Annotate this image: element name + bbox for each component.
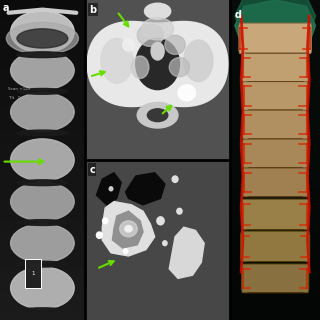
FancyBboxPatch shape xyxy=(243,110,308,139)
Ellipse shape xyxy=(148,109,168,122)
FancyBboxPatch shape xyxy=(242,53,309,82)
FancyBboxPatch shape xyxy=(241,231,310,262)
FancyBboxPatch shape xyxy=(242,199,309,230)
Polygon shape xyxy=(169,227,204,278)
Ellipse shape xyxy=(163,241,167,246)
Ellipse shape xyxy=(137,24,164,46)
Ellipse shape xyxy=(136,38,180,90)
FancyBboxPatch shape xyxy=(243,168,308,197)
Ellipse shape xyxy=(101,38,133,83)
Polygon shape xyxy=(125,173,165,205)
Ellipse shape xyxy=(172,176,178,182)
Ellipse shape xyxy=(177,208,182,214)
Ellipse shape xyxy=(125,226,132,232)
Ellipse shape xyxy=(137,102,178,128)
FancyBboxPatch shape xyxy=(239,23,311,53)
Ellipse shape xyxy=(17,88,68,94)
Polygon shape xyxy=(235,0,316,38)
Ellipse shape xyxy=(6,22,78,54)
Ellipse shape xyxy=(178,85,196,101)
Ellipse shape xyxy=(169,58,190,77)
Ellipse shape xyxy=(141,18,174,40)
Text: b: b xyxy=(89,5,96,15)
Ellipse shape xyxy=(17,29,68,48)
Polygon shape xyxy=(112,211,143,248)
Text: Tilt   0: Tilt 0 xyxy=(9,96,21,100)
Ellipse shape xyxy=(103,218,108,224)
Ellipse shape xyxy=(120,221,137,237)
Ellipse shape xyxy=(11,224,74,262)
Ellipse shape xyxy=(17,180,68,186)
Ellipse shape xyxy=(17,130,68,136)
Ellipse shape xyxy=(157,217,164,225)
Ellipse shape xyxy=(124,249,128,253)
FancyBboxPatch shape xyxy=(243,82,308,110)
FancyBboxPatch shape xyxy=(242,264,309,293)
Ellipse shape xyxy=(109,187,113,191)
Text: 1: 1 xyxy=(31,271,35,276)
Ellipse shape xyxy=(17,220,68,225)
Ellipse shape xyxy=(11,139,74,181)
Ellipse shape xyxy=(184,40,213,82)
Ellipse shape xyxy=(151,42,164,60)
Ellipse shape xyxy=(11,11,74,53)
Ellipse shape xyxy=(11,92,74,131)
Bar xyxy=(26,259,41,288)
Text: d: d xyxy=(235,10,242,20)
Ellipse shape xyxy=(11,182,74,221)
Ellipse shape xyxy=(96,232,102,238)
Ellipse shape xyxy=(17,52,68,58)
Ellipse shape xyxy=(11,267,74,309)
Text: c: c xyxy=(89,165,95,175)
Polygon shape xyxy=(102,202,155,256)
Polygon shape xyxy=(235,0,316,29)
Ellipse shape xyxy=(17,308,68,314)
Text: Scan +129: Scan +129 xyxy=(9,87,31,91)
Ellipse shape xyxy=(132,56,149,78)
Ellipse shape xyxy=(11,51,74,90)
Ellipse shape xyxy=(145,3,171,19)
FancyBboxPatch shape xyxy=(243,139,308,168)
Ellipse shape xyxy=(165,35,185,54)
Ellipse shape xyxy=(17,261,68,267)
Polygon shape xyxy=(87,21,228,107)
Text: a: a xyxy=(3,3,9,13)
Ellipse shape xyxy=(123,38,134,51)
Polygon shape xyxy=(96,173,121,205)
